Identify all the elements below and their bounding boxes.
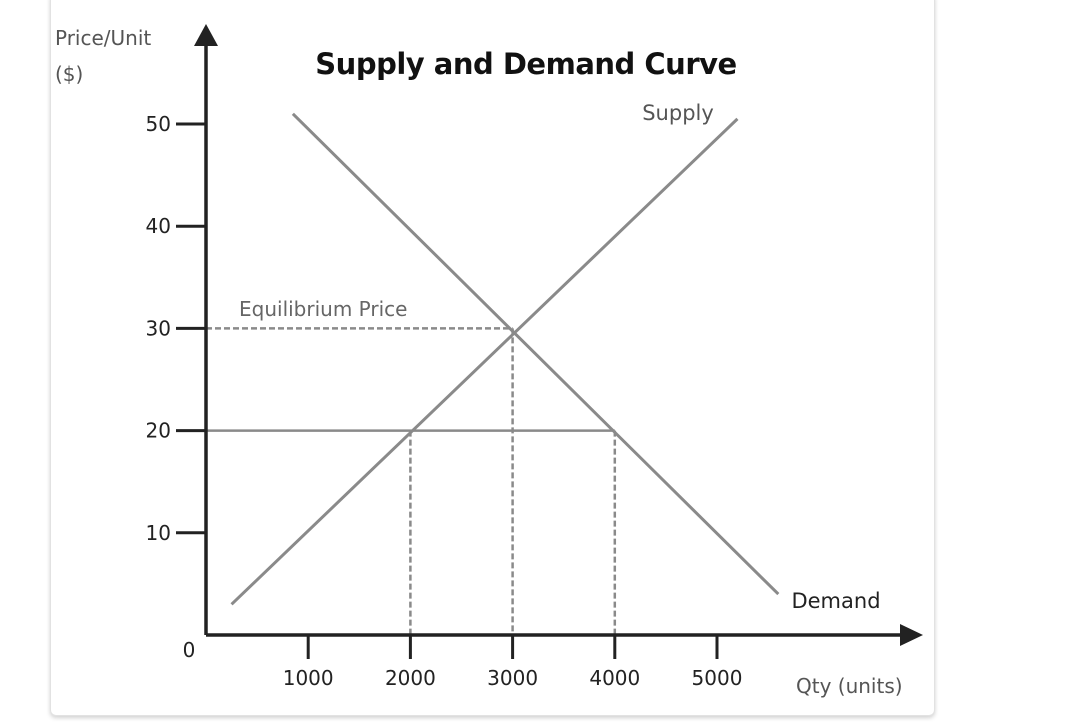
x-tick-labels: 1000 2000 3000 4000 5000 (283, 666, 743, 690)
y-tick-label-30: 30 (146, 316, 171, 340)
axes (176, 24, 923, 659)
y-tick-label-20: 20 (146, 419, 171, 443)
y-axis-arrow (194, 24, 218, 46)
supply-curve (230, 117, 739, 606)
y-tick-labels: 10 20 30 40 50 (146, 112, 171, 545)
x-tick-label-5000: 5000 (692, 666, 743, 690)
x-tick-label-1000: 1000 (283, 666, 334, 690)
x-tick-label-2000: 2000 (385, 666, 436, 690)
chart-card (50, 0, 935, 716)
demand-curve (291, 112, 780, 596)
x-axis-label: Qty (units) (796, 674, 903, 698)
y-tick-label-40: 40 (146, 214, 171, 238)
chart-title: Supply and Demand Curve (315, 47, 736, 81)
y-axis-label-line-2: ($) (55, 62, 83, 86)
y-axis-label-line-1: Price/Unit (55, 26, 151, 50)
demand-curve-label: Demand (791, 589, 880, 613)
equilibrium-price-label: Equilibrium Price (239, 297, 407, 321)
guide-lines (206, 327, 617, 635)
y-tick-label-10: 10 (146, 521, 171, 545)
supply-curve-label: Supply (642, 101, 714, 125)
x-axis-arrow (900, 624, 923, 646)
curves (230, 112, 780, 606)
x-tick-label-4000: 4000 (589, 666, 640, 690)
y-tick-label-50: 50 (146, 112, 171, 136)
origin-label: 0 (183, 638, 196, 662)
x-tick-label-3000: 3000 (487, 666, 538, 690)
